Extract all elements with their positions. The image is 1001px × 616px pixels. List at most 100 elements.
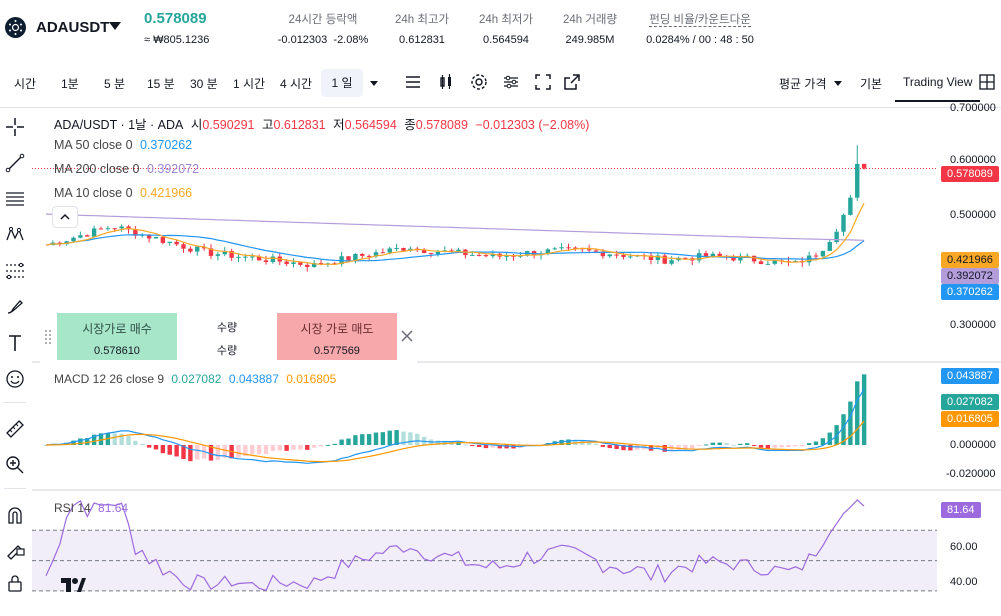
quantity-label-2[interactable]: 수량: [216, 345, 238, 357]
chart-toolbar: 시간 1분 5 분 15 분 30 분 1 시간 4 시간 1 일 평균 가격 …: [0, 57, 1001, 108]
symbol-name[interactable]: ADAUSDT: [36, 19, 110, 36]
quick-trade-panel: 시장가로 매수 0.578610 수량 수량 시장 가로 매도 0.577569: [40, 311, 417, 363]
macd-legend[interactable]: MACD 12 26 close 9 0.027082 0.043887 0.0…: [54, 372, 340, 386]
fullscreen-icon[interactable]: [533, 72, 553, 92]
timeframe-5m[interactable]: 5 분: [104, 77, 126, 91]
lock-icon[interactable]: [4, 572, 26, 594]
menu-lines-icon[interactable]: [403, 72, 423, 92]
macd-histogram-bar: [779, 445, 784, 448]
candle-body: [394, 247, 399, 249]
candle-body: [717, 253, 722, 257]
text-tool-icon[interactable]: [4, 332, 26, 354]
macd-histogram-bar: [263, 445, 269, 455]
layout-grid-icon[interactable]: [977, 72, 997, 92]
candle-body: [119, 226, 124, 229]
pattern-tool-icon[interactable]: [4, 224, 26, 246]
crosshair-icon[interactable]: [4, 116, 26, 138]
candle-body: [861, 163, 867, 169]
candle-body: [160, 237, 166, 243]
horizontal-lines-icon[interactable]: [4, 188, 26, 210]
macd-histogram-bar: [305, 445, 310, 450]
ma200-legend[interactable]: MA 200 close 0 0.392072: [54, 162, 203, 176]
ruler-icon[interactable]: [4, 418, 26, 440]
macd-histogram-bar: [861, 374, 867, 445]
price-type-selector[interactable]: 평균 가격: [779, 77, 827, 91]
candle-body: [662, 255, 667, 264]
candle-body: [628, 256, 633, 258]
macd-histogram-bar: [593, 443, 599, 445]
candle-body: [483, 255, 489, 257]
indicators-sliders-icon[interactable]: [501, 72, 521, 92]
close-icon[interactable]: [398, 327, 416, 345]
drag-handle-icon[interactable]: [44, 329, 52, 345]
rsi-tick: 40.00: [950, 576, 978, 588]
zoom-in-icon[interactable]: [4, 454, 26, 476]
candle-type-icon[interactable]: [436, 72, 456, 92]
macd-histogram-bar: [614, 445, 619, 449]
chart-area[interactable]: ADA/USDT · 1날 · ADA 시0.590291 고0.612831 …: [32, 102, 1001, 616]
sell-label: 시장 가로 매도: [300, 322, 374, 336]
price-type-dropdown-icon[interactable]: [834, 81, 842, 86]
share-snapshot-icon[interactable]: [562, 72, 582, 92]
stat-label: 24h 최고가: [394, 14, 450, 26]
collapse-legend-button[interactable]: [52, 206, 78, 228]
timeframe-dropdown-icon[interactable]: [370, 81, 378, 86]
stat-funding[interactable]: 펀딩 비율/카운트다운 0.0284% / 00 : 48 : 50: [640, 11, 760, 46]
market-header: ADAUSDT 0.578089 ≈ ₩805.1236 24시간 등락액 -0…: [0, 0, 1001, 57]
candle-body: [263, 260, 269, 263]
tradingview-tab[interactable]: Trading View: [895, 69, 981, 102]
rsi-tick: 60.00: [950, 541, 978, 553]
lock-drawing-icon[interactable]: [4, 538, 26, 560]
ma50-legend[interactable]: MA 50 close 0 0.370262: [54, 138, 196, 152]
toolbar-divider: [4, 488, 26, 489]
trend-line-icon[interactable]: [4, 152, 26, 174]
timeframe-1m[interactable]: 1분: [61, 77, 79, 91]
macd-histogram-bar: [786, 445, 791, 448]
timeframe-4h[interactable]: 4 시간: [280, 77, 313, 91]
chart-canvas[interactable]: [32, 108, 1001, 616]
macd-histogram-bar: [380, 432, 386, 445]
quantity-label[interactable]: 수량: [216, 322, 238, 334]
legend-open-label: 시: [190, 118, 203, 132]
market-sell-button[interactable]: 시장 가로 매도 0.577569: [277, 313, 397, 360]
basic-view-tab[interactable]: 기본: [860, 77, 883, 91]
emoji-icon[interactable]: [4, 368, 26, 390]
macd-histogram-bar: [497, 445, 502, 449]
macd-histogram-bar: [566, 439, 571, 445]
timeframe-1h[interactable]: 1 시간: [233, 77, 266, 91]
timeframe-30m[interactable]: 30 분: [190, 77, 218, 91]
stat-value-percent: -2.08%: [333, 34, 369, 46]
macd-hist-badge: 0.027082: [941, 394, 999, 410]
macd-histogram-bar: [683, 445, 688, 449]
candle-body: [250, 256, 255, 258]
rsi-legend[interactable]: RSI 14 81.64: [54, 501, 132, 515]
candle-body: [559, 247, 564, 249]
ma10-legend[interactable]: MA 10 close 0 0.421966: [54, 186, 196, 200]
rsi-badge: 81.64: [941, 502, 981, 518]
market-buy-button[interactable]: 시장가로 매수 0.578610: [57, 313, 177, 360]
timeframe-1d-active[interactable]: 1 일: [321, 69, 363, 97]
candle-body: [710, 253, 716, 258]
macd-hist-value: 0.027082: [171, 372, 222, 386]
macd-histogram-bar: [600, 445, 606, 447]
candle-body: [545, 249, 551, 254]
timeframe-15m[interactable]: 15 분: [147, 77, 175, 91]
candle-body: [703, 253, 709, 258]
magnet-icon[interactable]: [4, 504, 26, 526]
fib-tool-icon[interactable]: [4, 260, 26, 282]
timeframe-time[interactable]: 시간: [14, 77, 37, 91]
candle-body: [593, 250, 599, 252]
candle-body: [305, 264, 310, 268]
candle-body: [98, 228, 104, 230]
brush-icon[interactable]: [4, 296, 26, 318]
settings-gear-icon[interactable]: [469, 72, 489, 92]
symbol-dropdown-icon[interactable]: [109, 22, 121, 30]
macd-histogram-bar: [318, 445, 324, 447]
macd-histogram-bar: [346, 438, 351, 445]
legend-high-label: 고: [261, 118, 274, 132]
macd-histogram-bar: [628, 445, 633, 451]
macd-histogram-bar: [772, 445, 777, 448]
macd-signal-badge: 0.043887: [941, 368, 999, 384]
macd-histogram-bar: [243, 445, 248, 457]
candle-body: [85, 235, 90, 237]
